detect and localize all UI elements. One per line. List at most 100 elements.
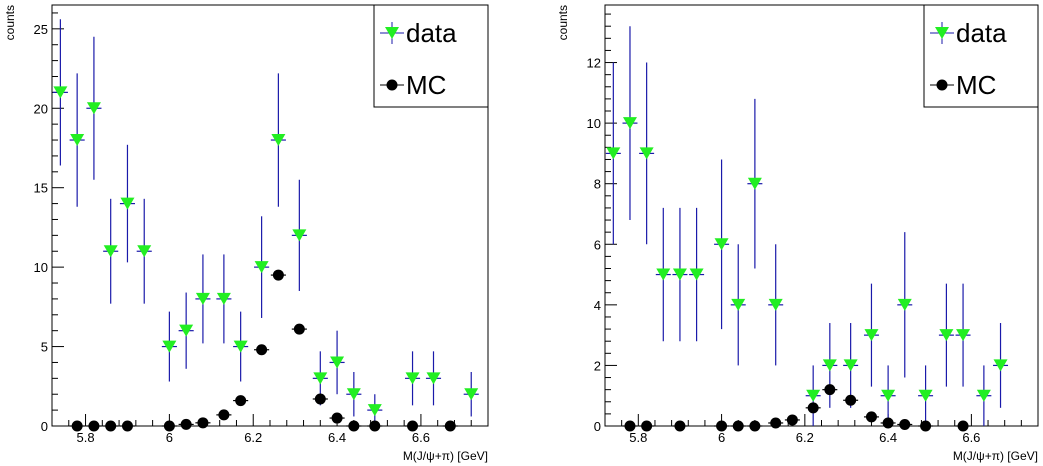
- triangle-marker: [939, 329, 954, 342]
- mc-point: [730, 420, 746, 432]
- data-point: [254, 216, 270, 318]
- data-point: [918, 365, 934, 426]
- circle-marker: [624, 420, 636, 432]
- mc-point: [880, 417, 896, 429]
- triangle-marker: [405, 372, 420, 385]
- mc-point: [897, 418, 913, 430]
- triangle-marker: [162, 340, 177, 353]
- mc-point: [918, 420, 934, 432]
- mc-point: [178, 418, 194, 430]
- circle-marker: [272, 269, 284, 281]
- legend-circle-marker: [386, 79, 398, 91]
- mc-point: [863, 411, 879, 423]
- x-axis-label: M(J/ψ+π) [GeV]: [953, 449, 1038, 463]
- y-tick-label: 8: [594, 177, 601, 192]
- y-tick-label: 10: [34, 260, 48, 275]
- circle-marker: [807, 402, 819, 414]
- circle-marker: [786, 414, 798, 426]
- data-point: [938, 283, 954, 387]
- triangle-marker: [330, 356, 345, 369]
- triangle-marker: [806, 389, 821, 402]
- data-point: [161, 311, 177, 382]
- circle-marker: [314, 393, 326, 405]
- triangle-marker: [622, 117, 637, 130]
- triangle-marker: [689, 268, 704, 281]
- data-point: [993, 323, 1009, 408]
- triangle-marker: [137, 245, 152, 258]
- mc-point: [805, 402, 821, 414]
- data-point: [346, 371, 362, 417]
- data-point: [425, 351, 442, 406]
- data-point: [622, 26, 638, 221]
- circle-marker: [674, 420, 686, 432]
- circle-marker: [293, 323, 305, 335]
- triangle-marker: [672, 268, 687, 281]
- circle-marker: [716, 420, 728, 432]
- mc-point: [195, 417, 211, 429]
- y-tick-label: 5: [41, 340, 48, 355]
- legend-circle-marker: [936, 79, 948, 91]
- circle-marker: [163, 420, 175, 432]
- legend-entry: MC: [380, 70, 446, 100]
- triangle-marker: [292, 229, 307, 242]
- data-point: [955, 283, 971, 387]
- triangle-marker: [864, 329, 879, 342]
- x-tick-label: 5.8: [76, 430, 94, 445]
- circle-marker: [641, 420, 653, 432]
- triangle-marker: [956, 329, 971, 342]
- x-tick-label: 6.6: [962, 430, 980, 445]
- triangle-marker: [86, 102, 101, 115]
- triangle-marker: [747, 177, 762, 190]
- circle-marker: [71, 420, 83, 432]
- circle-marker: [845, 394, 857, 406]
- triangle-marker: [606, 147, 621, 160]
- mc-point: [843, 394, 859, 406]
- mc-point: [291, 323, 307, 335]
- mc-point: [233, 395, 249, 407]
- x-tick-label: 6.6: [412, 430, 430, 445]
- legend-label: data: [956, 18, 1007, 48]
- mc-point: [312, 393, 328, 405]
- circle-marker: [121, 420, 133, 432]
- circle-marker: [105, 420, 117, 432]
- legend-triangle-marker: [935, 27, 949, 39]
- data-point: [233, 311, 249, 382]
- y-tick-label: 10: [587, 116, 601, 131]
- legend-entry: data: [930, 18, 1007, 48]
- circle-marker: [407, 420, 419, 432]
- triangle-marker: [179, 324, 194, 337]
- data-point: [216, 254, 232, 344]
- triangle-marker: [639, 147, 654, 160]
- mc-point: [69, 420, 85, 432]
- triangle-marker: [843, 359, 858, 372]
- legend-label: MC: [956, 70, 996, 100]
- y-tick-label: 6: [594, 237, 601, 252]
- mc-point: [955, 420, 971, 432]
- y-axis-label: counts: [3, 5, 17, 40]
- x-tick-label: 6: [166, 430, 173, 445]
- mc-point: [346, 420, 362, 432]
- data-point: [689, 207, 705, 342]
- mc-point: [86, 420, 102, 432]
- triangle-marker: [367, 404, 382, 417]
- data-point: [714, 159, 730, 330]
- y-tick-label: 2: [594, 358, 601, 373]
- x-tick-label: 6.2: [244, 430, 262, 445]
- data-point: [52, 19, 68, 166]
- data-point: [195, 254, 211, 344]
- triangle-marker: [993, 359, 1008, 372]
- x-axis-label: M(J/ψ+π) [GeV]: [403, 449, 488, 463]
- circle-marker: [732, 420, 744, 432]
- data-point: [270, 73, 286, 207]
- circle-marker: [770, 417, 782, 429]
- mc-point: [442, 420, 458, 432]
- data-point: [86, 36, 102, 180]
- triangle-marker: [346, 388, 361, 401]
- mc-point: [672, 420, 688, 432]
- y-tick-label: 15: [34, 181, 48, 196]
- triangle-marker: [254, 261, 269, 274]
- data-point: [463, 371, 479, 417]
- y-tick-label: 12: [587, 56, 601, 71]
- data-point: [136, 198, 152, 304]
